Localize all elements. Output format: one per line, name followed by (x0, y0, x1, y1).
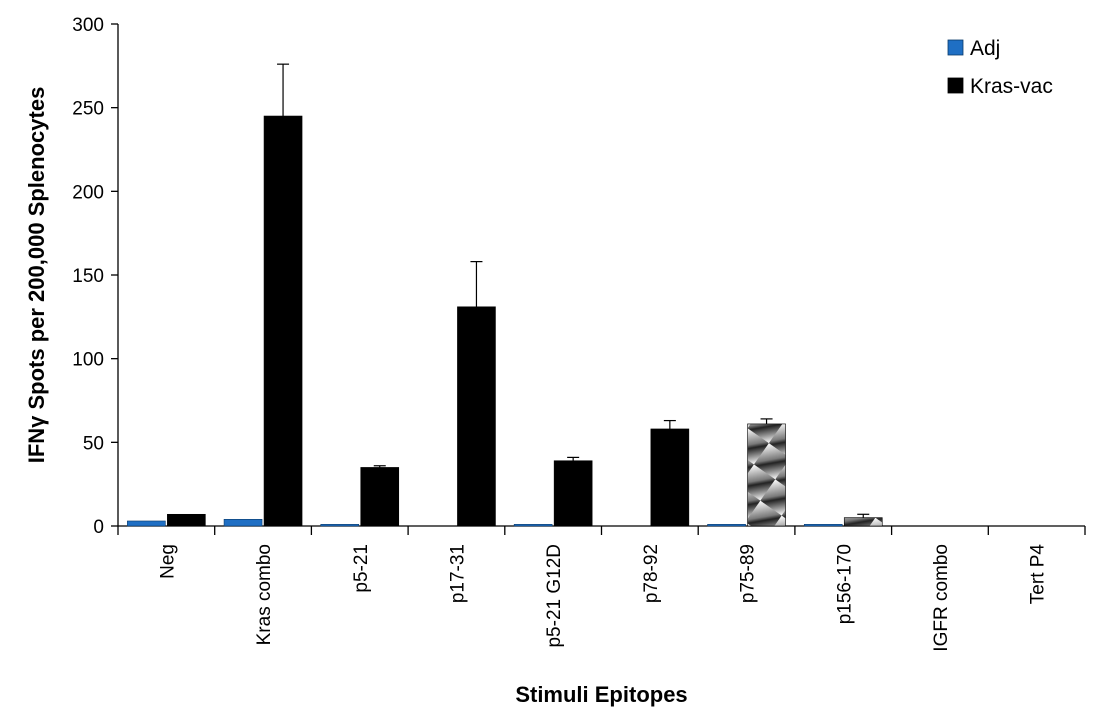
y-tick-label: 250 (72, 99, 104, 120)
legend-label-kras-vac: Kras-vac (970, 75, 1053, 98)
x-category-label: p5-21 G12D (544, 544, 565, 648)
x-category-label: p75-89 (738, 544, 759, 603)
legend-label-adj: Adj (970, 37, 1000, 60)
y-tick-label: 200 (72, 182, 104, 203)
bar-adj-0 (127, 520, 166, 527)
y-tick-label: 150 (72, 266, 104, 287)
bar-kras-vac-2 (360, 467, 400, 527)
x-category-label: Kras combo (254, 544, 275, 645)
bar-adj-7 (803, 524, 843, 527)
y-axis-title: IFNγ Spots per 200,000 Splenocytes (24, 87, 49, 464)
legend-swatch-adj (947, 39, 964, 56)
legend-swatch-kras-vac (947, 77, 964, 94)
bar-kras-vac-1 (263, 115, 303, 527)
bar-adj-6 (707, 524, 746, 527)
bar-adj-2 (320, 524, 360, 527)
bar-kras-vac-3 (457, 306, 496, 527)
y-tick-label: 300 (72, 15, 104, 36)
bar-kras-vac-5 (650, 428, 690, 527)
bar-kras-vac-7 (843, 517, 883, 527)
x-category-label: Tert P4 (1028, 544, 1049, 605)
bar-adj-4 (513, 524, 553, 527)
bar-kras-vac-0 (167, 513, 206, 527)
y-tick-label: 100 (72, 350, 104, 371)
bar-adj-1 (223, 519, 263, 527)
x-category-label: p5-21 (351, 544, 372, 593)
y-tick-label: 50 (83, 433, 104, 454)
x-category-label: IGFR combo (931, 544, 952, 652)
x-category-label: p156-170 (834, 544, 855, 624)
x-category-label: Neg (157, 544, 178, 579)
x-category-label: p17-31 (447, 544, 468, 603)
y-tick-label: 0 (93, 517, 104, 538)
x-axis-title: Stimuli Epitopes (515, 682, 687, 707)
x-category-label: p78-92 (641, 544, 662, 603)
bar-kras-vac-6 (747, 423, 786, 527)
bar-kras-vac-4 (553, 460, 593, 527)
